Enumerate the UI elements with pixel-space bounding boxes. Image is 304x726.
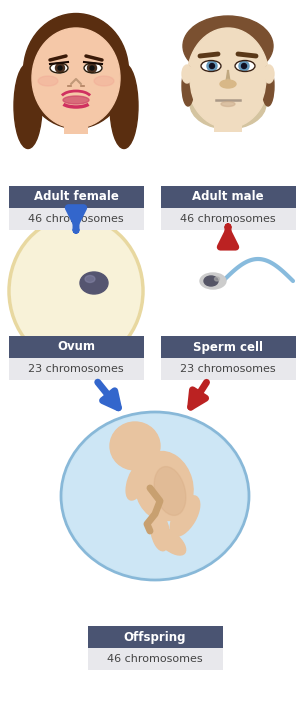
Ellipse shape bbox=[88, 63, 96, 73]
Ellipse shape bbox=[262, 66, 274, 106]
Ellipse shape bbox=[187, 28, 269, 128]
Ellipse shape bbox=[154, 467, 186, 515]
FancyBboxPatch shape bbox=[88, 648, 223, 670]
Ellipse shape bbox=[264, 65, 274, 83]
Ellipse shape bbox=[14, 63, 42, 149]
Text: Adult male: Adult male bbox=[192, 190, 264, 203]
Ellipse shape bbox=[80, 272, 108, 294]
Ellipse shape bbox=[209, 63, 215, 68]
Text: 46 chromosomes: 46 chromosomes bbox=[180, 214, 276, 224]
Ellipse shape bbox=[207, 61, 217, 71]
Ellipse shape bbox=[38, 76, 58, 86]
Ellipse shape bbox=[90, 66, 94, 70]
Ellipse shape bbox=[11, 219, 141, 363]
Ellipse shape bbox=[56, 63, 64, 73]
FancyBboxPatch shape bbox=[161, 336, 295, 358]
Ellipse shape bbox=[84, 63, 102, 73]
Ellipse shape bbox=[63, 96, 89, 104]
Ellipse shape bbox=[190, 29, 266, 127]
Text: 46 chromosomes: 46 chromosomes bbox=[107, 654, 203, 664]
Ellipse shape bbox=[154, 527, 186, 555]
FancyBboxPatch shape bbox=[161, 208, 295, 230]
FancyBboxPatch shape bbox=[9, 358, 143, 380]
Ellipse shape bbox=[126, 462, 148, 500]
Text: Adult female: Adult female bbox=[33, 190, 119, 203]
Ellipse shape bbox=[183, 16, 273, 76]
Ellipse shape bbox=[85, 275, 95, 282]
FancyBboxPatch shape bbox=[9, 336, 143, 358]
Ellipse shape bbox=[190, 79, 266, 129]
FancyBboxPatch shape bbox=[161, 358, 295, 380]
Ellipse shape bbox=[204, 276, 218, 286]
Ellipse shape bbox=[32, 28, 120, 128]
Ellipse shape bbox=[110, 422, 160, 470]
Text: Ovum: Ovum bbox=[57, 340, 95, 354]
Ellipse shape bbox=[23, 14, 129, 129]
Ellipse shape bbox=[137, 452, 193, 521]
Ellipse shape bbox=[221, 102, 235, 107]
Ellipse shape bbox=[239, 61, 249, 71]
Text: Offspring: Offspring bbox=[124, 630, 186, 643]
Ellipse shape bbox=[200, 273, 226, 289]
FancyBboxPatch shape bbox=[64, 120, 88, 134]
Ellipse shape bbox=[150, 511, 170, 551]
Ellipse shape bbox=[110, 63, 138, 149]
Ellipse shape bbox=[201, 60, 221, 71]
Ellipse shape bbox=[241, 63, 247, 68]
Text: 23 chromosomes: 23 chromosomes bbox=[28, 364, 124, 374]
FancyBboxPatch shape bbox=[9, 208, 143, 230]
Ellipse shape bbox=[220, 80, 236, 88]
Ellipse shape bbox=[63, 414, 247, 579]
Text: 46 chromosomes: 46 chromosomes bbox=[28, 214, 124, 224]
FancyBboxPatch shape bbox=[9, 186, 143, 208]
Text: Sperm cell: Sperm cell bbox=[193, 340, 263, 354]
Ellipse shape bbox=[50, 63, 68, 73]
Ellipse shape bbox=[215, 277, 219, 281]
Ellipse shape bbox=[170, 496, 200, 537]
Ellipse shape bbox=[182, 65, 192, 83]
Ellipse shape bbox=[235, 60, 255, 71]
FancyBboxPatch shape bbox=[214, 122, 242, 132]
Ellipse shape bbox=[136, 486, 158, 517]
Ellipse shape bbox=[58, 66, 62, 70]
Ellipse shape bbox=[182, 66, 194, 106]
FancyBboxPatch shape bbox=[161, 186, 295, 208]
Text: 23 chromosomes: 23 chromosomes bbox=[180, 364, 276, 374]
FancyBboxPatch shape bbox=[88, 626, 223, 648]
Ellipse shape bbox=[94, 76, 114, 86]
